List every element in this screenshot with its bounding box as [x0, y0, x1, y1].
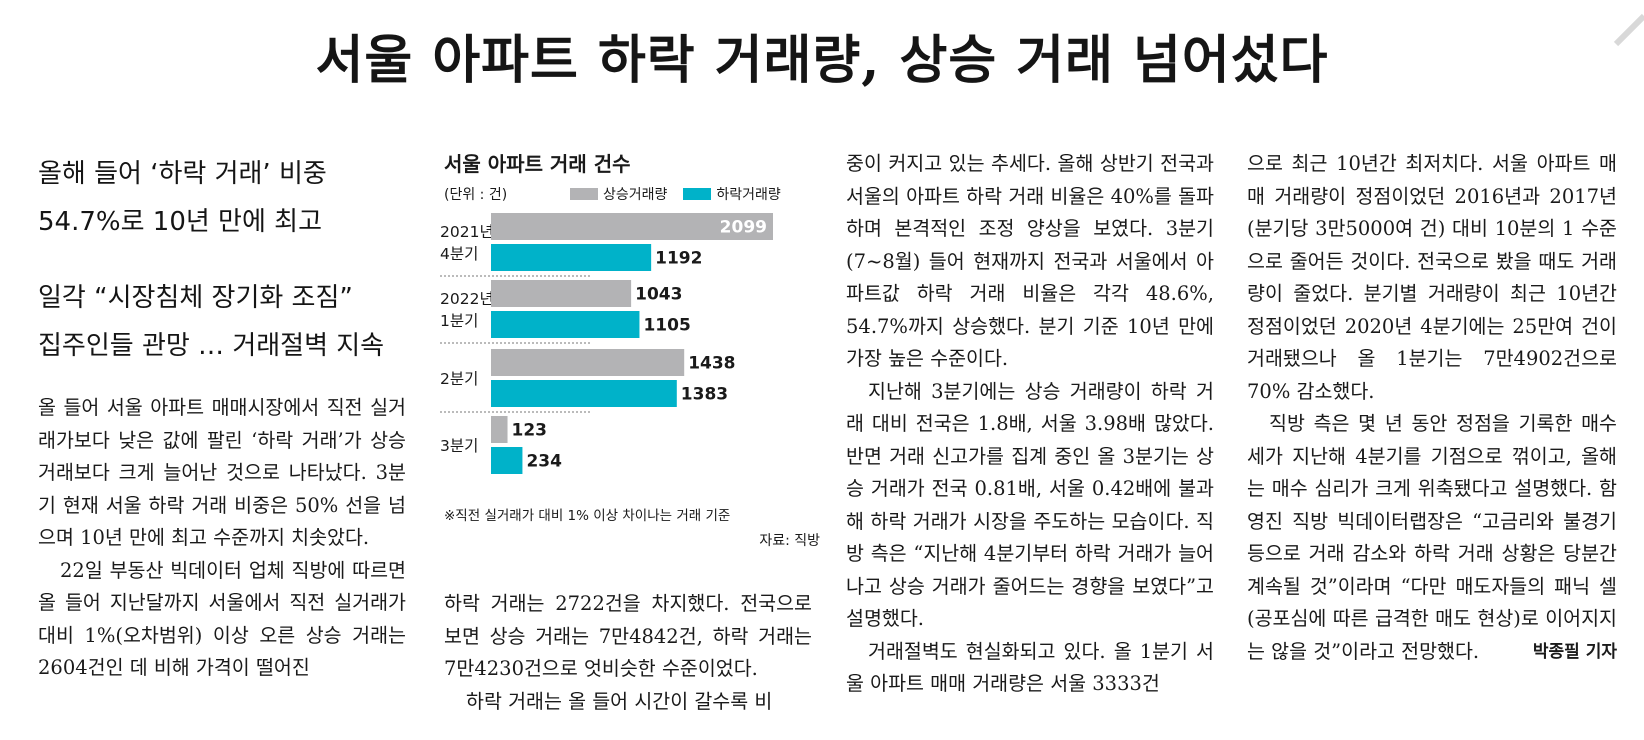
- corner-decoration: [1613, 13, 1644, 47]
- data-label: 123: [512, 421, 548, 441]
- category-label: 2022년: [440, 290, 494, 308]
- subhead-2: 일각 “시장침체 장기화 조짐” 집주인들 관망 … 거래절벽 지속: [38, 274, 406, 370]
- bar-fall: [491, 447, 523, 474]
- legend-label-fall: 하락거래량: [716, 187, 781, 203]
- category-label: 3분기: [440, 437, 478, 455]
- data-label: 2099: [720, 218, 767, 238]
- bar-chart: 서울 아파트 거래 건수 (단위 : 건) 상승거래량 하락거래량 2021년 4…: [440, 148, 820, 549]
- chart-title: 서울 아파트 거래 건수: [444, 152, 631, 176]
- col1-paragraph-2: 22일 부동산 빅데이터 업체 직방에 따르면 올 들어 지난달까지 서울에서 …: [38, 558, 406, 680]
- column-3: 중이 커지고 있는 추세다. 올해 상반기 전국과 서울의 아파트 하락 거래 …: [846, 148, 1214, 701]
- col2-paragraph-1: 하락 거래는 2722건을 차지했다. 전국으로 보면 상승 거래는 7만484…: [444, 592, 812, 680]
- column-4: 으로 최근 10년간 최저치다. 서울 아파트 매매 거래량이 정점이었던 20…: [1247, 148, 1617, 668]
- data-label: 234: [526, 452, 562, 472]
- col3-paragraph-2: 지난해 3분기에는 상승 거래량이 하락 거래 대비 전국은 1.8배, 서울 …: [846, 379, 1214, 631]
- col3-paragraph-1: 중이 커지고 있는 추세다. 올해 상반기 전국과 서울의 아파트 하락 거래 …: [846, 152, 1214, 370]
- bar-rise: [491, 280, 632, 307]
- data-label: 1043: [635, 285, 682, 305]
- data-label: 1192: [655, 249, 702, 269]
- category-label: 2분기: [440, 370, 478, 388]
- legend-label-rise: 상승거래량: [603, 187, 668, 203]
- category-label: 4분기: [440, 245, 478, 263]
- subhead-1-line-2: 54.7%로 10년 만에 최고: [38, 207, 322, 237]
- column-1: 올해 들어 ‘하락 거래’ 비중 54.7%로 10년 만에 최고 일각 “시장…: [38, 150, 406, 685]
- category-label: 2021년: [440, 223, 494, 241]
- data-label: 1438: [688, 354, 735, 374]
- chart-note: ※직전 실거래가 대비 1% 이상 차이나는 거래 기준: [444, 508, 731, 524]
- subhead-1-line-1: 올해 들어 ‘하락 거래’ 비중: [38, 159, 327, 189]
- category-label: 1분기: [440, 312, 478, 330]
- column-2: 하락 거래는 2722건을 차지했다. 전국으로 보면 상승 거래는 7만484…: [444, 588, 812, 718]
- chart-legend: 상승거래량 하락거래량: [570, 184, 781, 204]
- col3-paragraph-3: 거래절벽도 현실화되고 있다. 올 1분기 서울 아파트 매매 거래량은 서울 …: [846, 639, 1214, 696]
- subhead-2-line-2: 집주인들 관망 … 거래절벽 지속: [38, 331, 385, 361]
- legend-swatch-rise: [570, 188, 598, 200]
- chart-plot: 2021년 4분기 2099 1192 2022년 1분기 1043 1105 2분기 1438 1…: [440, 213, 773, 474]
- bar-rise: [491, 416, 508, 443]
- byline: 박종필 기자: [1532, 641, 1617, 662]
- col4-paragraph-2: 직방 측은 몇 년 동안 정점을 기록한 매수세가 지난해 4분기를 기점으로 …: [1247, 408, 1617, 668]
- legend-item-rise: 상승거래량: [570, 184, 667, 204]
- bar-rise: [491, 349, 685, 376]
- subhead-2-line-1: 일각 “시장침체 장기화 조짐”: [38, 283, 353, 313]
- col1-paragraph-1: 올 들어 서울 아파트 매매시장에서 직전 실거래가보다 낮은 값에 팔린 ‘하…: [38, 396, 406, 549]
- data-label: 1105: [643, 316, 690, 336]
- legend-swatch-fall: [683, 188, 712, 200]
- subhead-1: 올해 들어 ‘하락 거래’ 비중 54.7%로 10년 만에 최고: [38, 150, 406, 246]
- bar-rise: [491, 213, 773, 240]
- col2-paragraph-2: 하락 거래는 올 들어 시간이 갈수록 비: [466, 689, 773, 713]
- chart-unit: (단위 : 건): [444, 187, 508, 203]
- headline: 서울 아파트 하락 거래량, 상승 거래 넘어섰다: [315, 30, 1329, 91]
- col4-paragraph-1: 으로 최근 10년간 최저치다. 서울 아파트 매매 거래량이 정점이었던 20…: [1247, 152, 1617, 403]
- bar-fall: [491, 244, 652, 271]
- chart-source: 자료: 직방: [759, 533, 820, 549]
- bar-fall: [491, 380, 677, 407]
- col4-paragraph-2-text: 직방 측은 몇 년 동안 정점을 기록한 매수세가 지난해 4분기를 기점으로 …: [1247, 412, 1617, 663]
- bar-fall: [491, 311, 640, 338]
- data-label: 1383: [681, 385, 728, 405]
- legend-item-fall: 하락거래량: [683, 184, 781, 204]
